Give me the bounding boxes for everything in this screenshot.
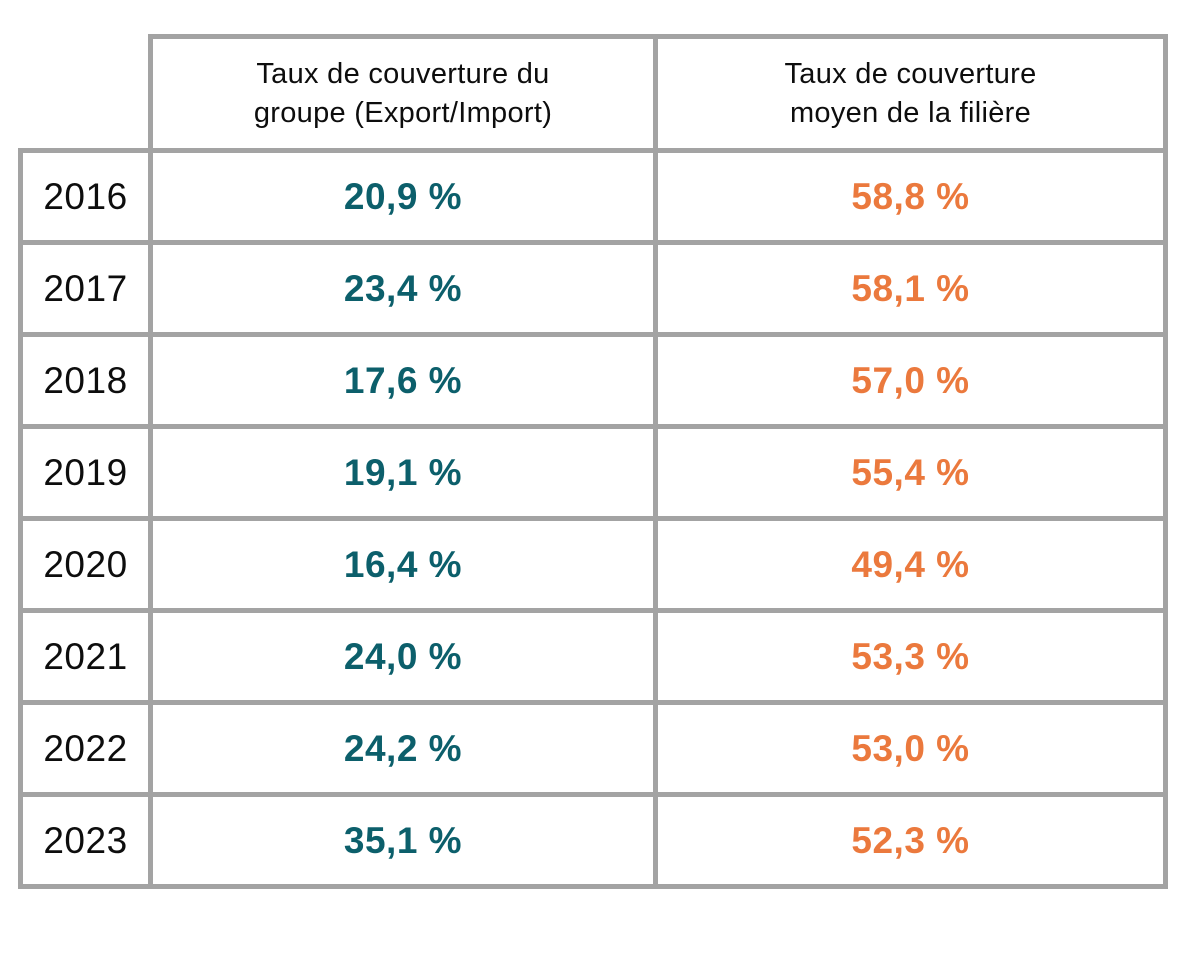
year-cell: 2021 — [18, 608, 153, 705]
table-row-2016: 2016 20,9 % 58,8 % — [18, 148, 1168, 245]
table-row-2022: 2022 24,2 % 53,0 % — [18, 700, 1168, 797]
sector-value-cell: 49,4 % — [653, 516, 1168, 613]
sector-value-cell: 58,1 % — [653, 240, 1168, 337]
table-row-2023: 2023 35,1 % 52,3 % — [18, 792, 1168, 889]
column-header-group: Taux de couverture du groupe (Export/Imp… — [148, 34, 658, 153]
table-row-2018: 2018 17,6 % 57,0 % — [18, 332, 1168, 429]
year-cell: 2020 — [18, 516, 153, 613]
table-row-2020: 2020 16,4 % 49,4 % — [18, 516, 1168, 613]
column-header-group-line2: groupe (Export/Import) — [253, 96, 553, 129]
group-value-cell: 35,1 % — [148, 792, 658, 889]
column-header-sector-line2: moyen de la filière — [789, 96, 1032, 129]
header-row: Taux de couverture du groupe (Export/Imp… — [21, 34, 1168, 153]
sector-value-cell: 52,3 % — [653, 792, 1168, 889]
group-value-cell: 16,4 % — [148, 516, 658, 613]
table-row-2021: 2021 24,0 % 53,3 % — [18, 608, 1168, 705]
table-row-2017: 2017 23,4 % 58,1 % — [18, 240, 1168, 337]
sector-value-cell: 55,4 % — [653, 424, 1168, 521]
year-cell: 2023 — [18, 792, 153, 889]
year-cell: 2018 — [18, 332, 153, 429]
sector-value-cell: 53,0 % — [653, 700, 1168, 797]
corner-empty-cell — [21, 37, 151, 151]
group-value-cell: 20,9 % — [148, 148, 658, 245]
group-value-cell: 17,6 % — [148, 332, 658, 429]
year-cell: 2017 — [18, 240, 153, 337]
year-cell: 2019 — [18, 424, 153, 521]
year-cell: 2022 — [18, 700, 153, 797]
group-value-cell: 24,0 % — [148, 608, 658, 705]
group-value-cell: 19,1 % — [148, 424, 658, 521]
group-value-cell: 23,4 % — [148, 240, 658, 337]
column-header-group-line1: Taux de couverture du — [256, 58, 550, 91]
table-row-2019: 2019 19,1 % 55,4 % — [18, 424, 1168, 521]
year-cell: 2016 — [18, 148, 153, 245]
column-header-sector: Taux de couverture moyen de la filière — [653, 34, 1168, 153]
column-header-sector-line1: Taux de couverture — [784, 58, 1037, 91]
coverage-rate-table: Taux de couverture du groupe (Export/Imp… — [18, 34, 1168, 889]
group-value-cell: 24,2 % — [148, 700, 658, 797]
sector-value-cell: 57,0 % — [653, 332, 1168, 429]
sector-value-cell: 53,3 % — [653, 608, 1168, 705]
sector-value-cell: 58,8 % — [653, 148, 1168, 245]
